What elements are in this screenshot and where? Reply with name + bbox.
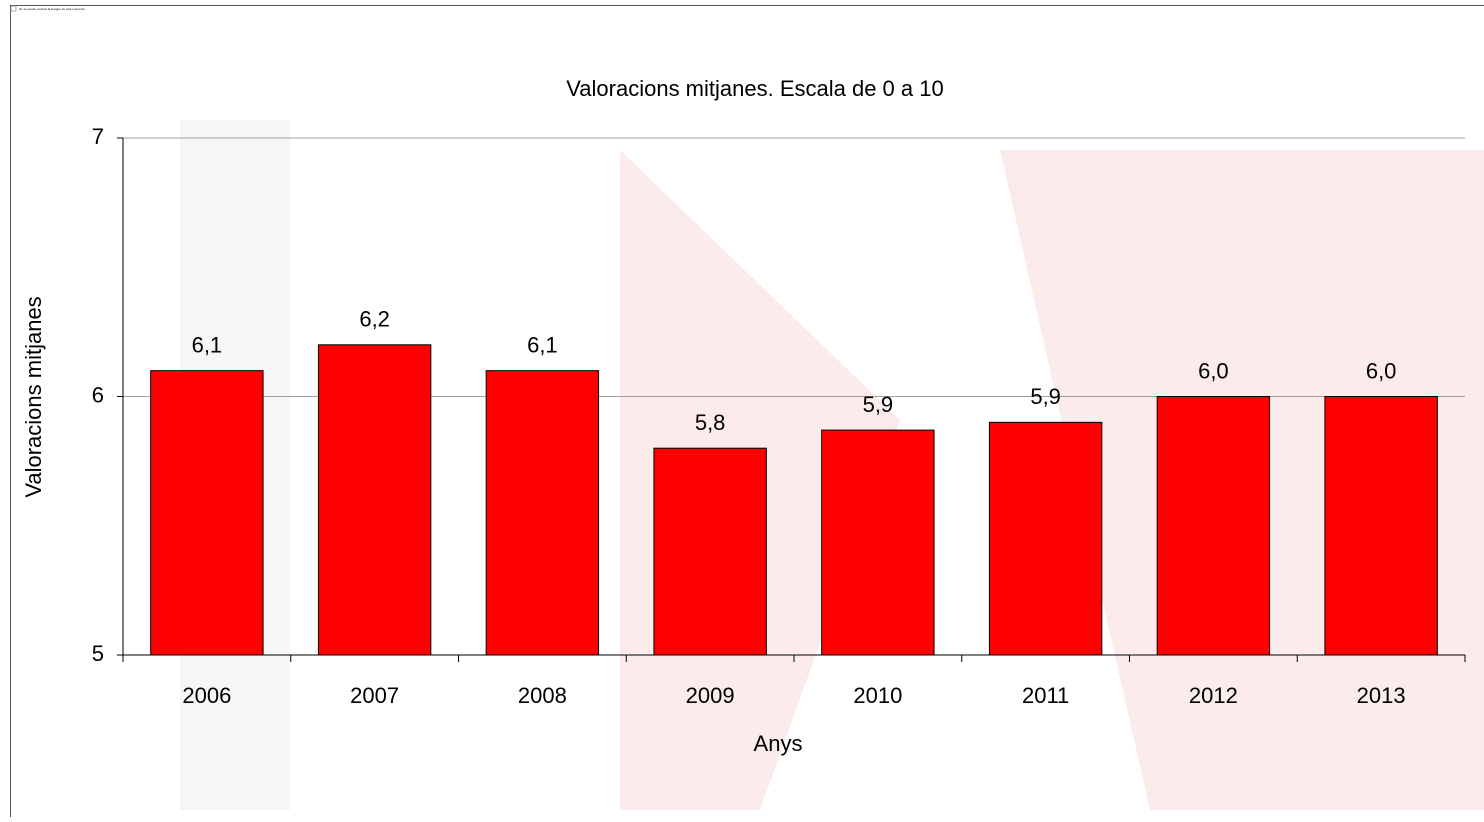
data-label: 5,9 <box>1030 384 1061 409</box>
bar <box>1157 397 1269 656</box>
data-label: 5,8 <box>695 410 726 435</box>
x-axis-label: Anys <box>754 731 803 756</box>
bar <box>654 448 766 655</box>
bar <box>989 422 1101 655</box>
x-tick-label: 2008 <box>518 683 567 708</box>
x-tick-label: 2013 <box>1357 683 1406 708</box>
bar <box>486 371 598 655</box>
image-placeholder: No se puede mostrar la imagen en este mo… <box>19 7 86 11</box>
data-label: 6,0 <box>1366 358 1397 383</box>
data-label: 6,2 <box>359 307 390 332</box>
x-tick-label: 2012 <box>1189 683 1238 708</box>
y-tick-label: 5 <box>92 641 104 666</box>
y-axis-label: Valoracions mitjanes <box>21 296 46 497</box>
bar <box>1325 397 1437 656</box>
x-tick-label: 2011 <box>1022 683 1069 708</box>
data-label: 5,9 <box>863 392 894 417</box>
bar <box>822 430 934 655</box>
y-tick-label: 7 <box>92 124 104 149</box>
bar <box>151 371 263 655</box>
data-label: 6,1 <box>192 332 223 357</box>
x-tick-label: 2006 <box>182 683 231 708</box>
data-label: 6,1 <box>527 332 558 357</box>
x-tick-label: 2010 <box>853 683 902 708</box>
x-tick-label: 2007 <box>350 683 399 708</box>
y-tick-label: 6 <box>92 382 104 407</box>
broken-image-icon <box>11 6 16 11</box>
x-tick-label: 2009 <box>686 683 735 708</box>
chart-title: Valoracions mitjanes. Escala de 0 a 10 <box>566 76 943 101</box>
data-label: 6,0 <box>1198 358 1229 383</box>
bar <box>318 345 430 655</box>
